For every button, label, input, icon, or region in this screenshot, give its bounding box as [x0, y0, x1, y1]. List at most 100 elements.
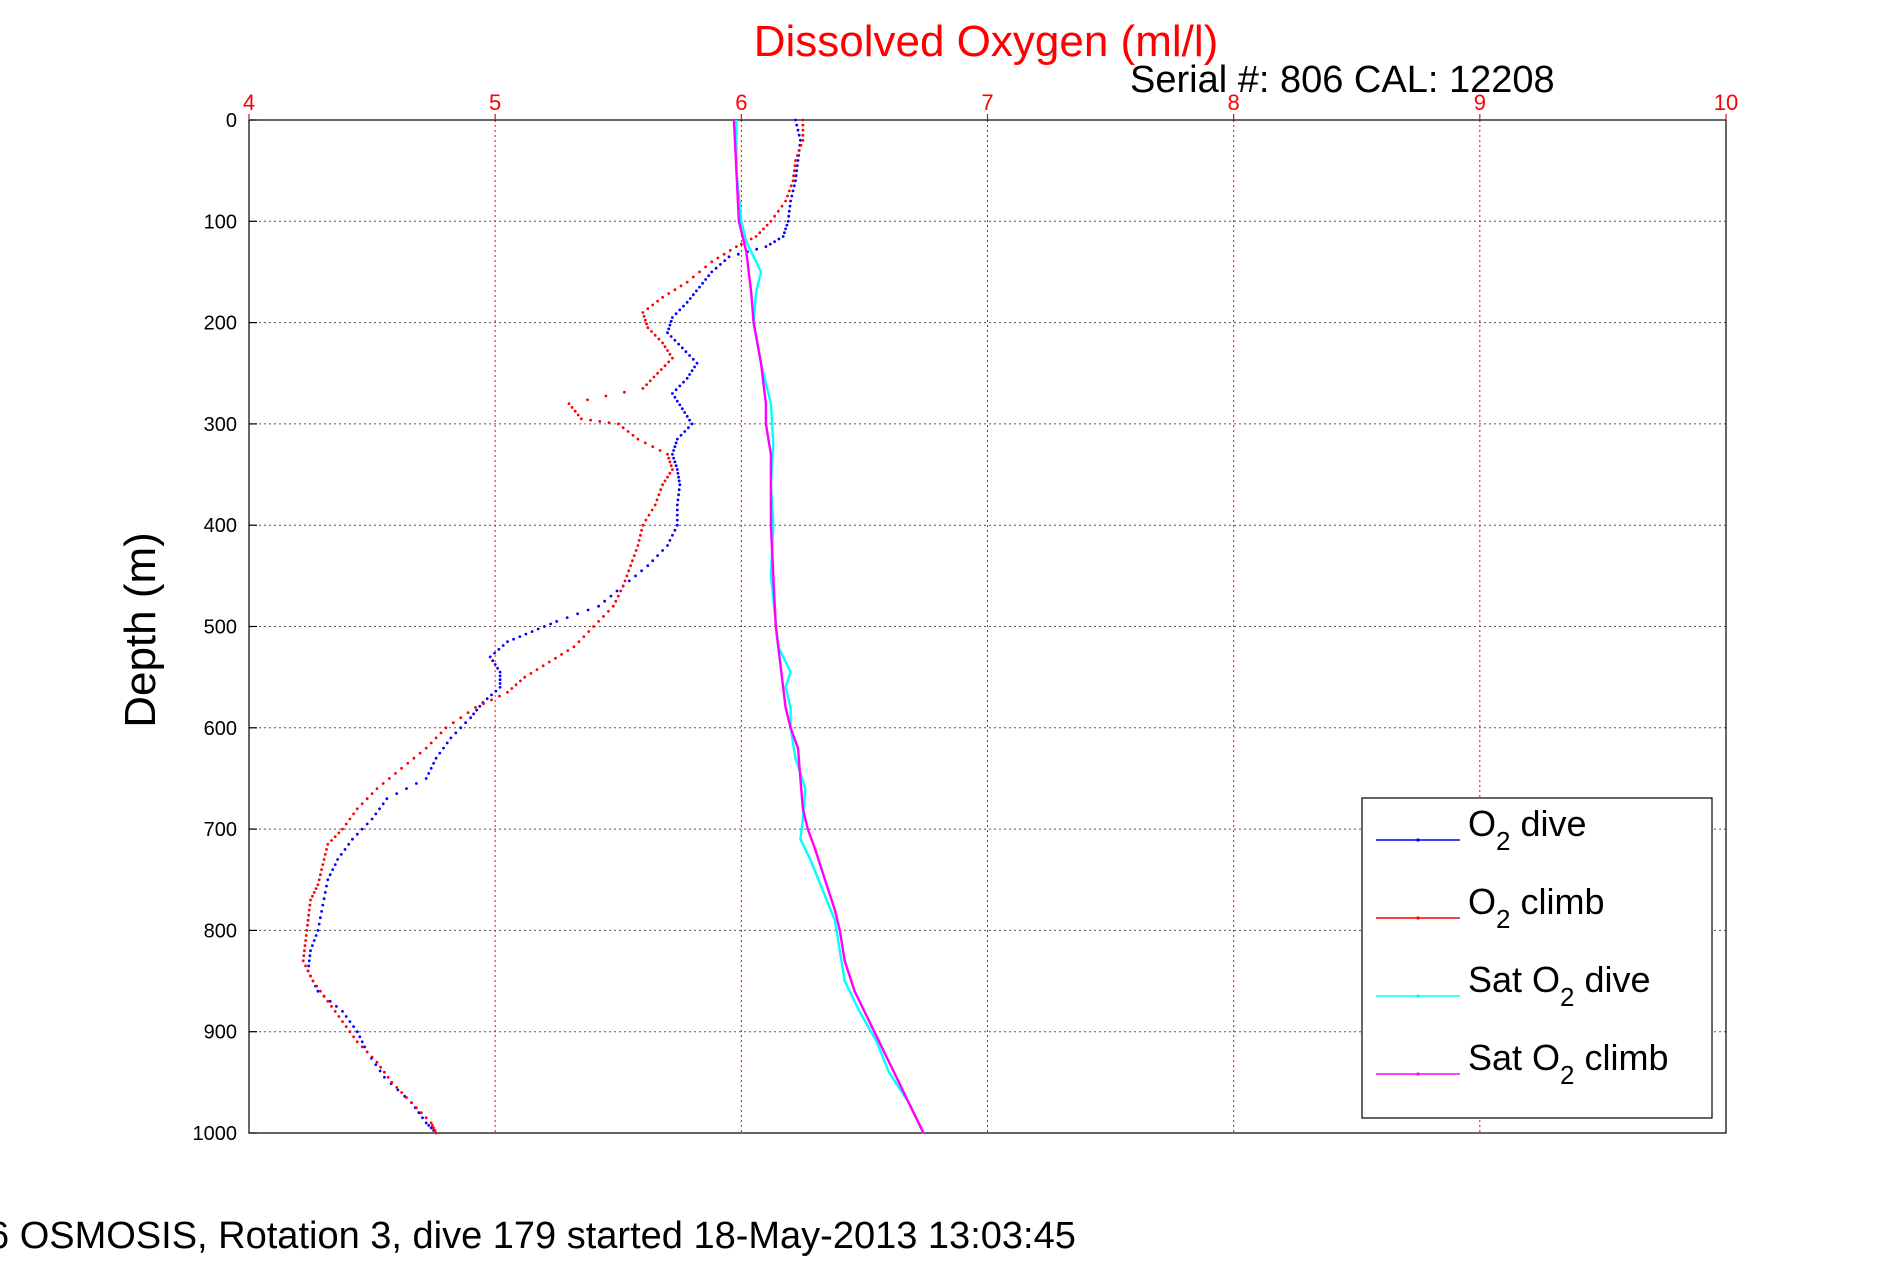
data-point [330, 1005, 333, 1008]
data-point [406, 761, 410, 765]
data-point [787, 214, 791, 218]
data-point [603, 599, 607, 603]
data-point [306, 969, 310, 973]
data-point [797, 133, 801, 137]
data-point [573, 409, 577, 413]
data-point [498, 674, 502, 678]
data-point [799, 138, 802, 142]
data-point [671, 533, 674, 537]
data-point [801, 123, 805, 127]
data-point [319, 916, 322, 920]
data-point [667, 327, 671, 331]
y-tick-label: 1000 [193, 1123, 238, 1145]
y-tick-label: 400 [204, 515, 237, 537]
data-point [648, 379, 652, 383]
data-point [493, 663, 497, 666]
data-point [523, 675, 527, 679]
data-point [570, 406, 574, 409]
data-point [688, 354, 691, 357]
data-point [328, 873, 332, 877]
data-point [498, 694, 501, 698]
data-point [685, 376, 689, 380]
data-point [698, 285, 701, 289]
legend-item: Sat O2 climb [1376, 1037, 1669, 1090]
data-point [673, 338, 677, 342]
data-point [312, 891, 316, 894]
data-point [434, 1131, 438, 1135]
data-point [787, 209, 791, 213]
data-point [678, 384, 682, 388]
data-point [339, 853, 343, 856]
data-point [524, 632, 528, 636]
data-point [685, 280, 689, 284]
data-point [405, 787, 408, 790]
data-point [619, 589, 623, 593]
data-point [645, 322, 648, 326]
data-point [344, 1015, 348, 1018]
data-point [672, 456, 675, 460]
data-point [438, 751, 442, 755]
data-point [341, 1010, 344, 1013]
data-point [427, 772, 431, 775]
x-tick-label: 8 [1228, 90, 1240, 115]
data-point [474, 706, 477, 709]
data-point [666, 544, 669, 547]
data-point [307, 964, 311, 968]
data-point [663, 364, 667, 368]
data-point [431, 1124, 434, 1127]
data-point [512, 637, 515, 641]
series-line [732, 119, 925, 1134]
legend-label: Sat O2 climb [1468, 1037, 1669, 1090]
data-point [663, 479, 667, 483]
data-point [352, 1035, 355, 1039]
y-tick-label: 900 [204, 1022, 237, 1044]
y-tick-label: 800 [204, 920, 237, 942]
data-point [307, 959, 311, 963]
data-point [784, 199, 787, 203]
data-point [640, 528, 643, 532]
data-point [586, 608, 590, 612]
data-point [319, 989, 322, 993]
data-point [308, 954, 312, 958]
data-point [688, 297, 692, 300]
data-point [792, 169, 796, 173]
data-point [682, 380, 685, 384]
data-point [424, 1121, 428, 1125]
data-point [801, 118, 805, 122]
data-point [317, 922, 321, 926]
data-point [646, 564, 650, 568]
data-point [607, 609, 610, 613]
data-point [303, 949, 306, 953]
data-point [311, 979, 315, 983]
data-point [374, 1063, 378, 1066]
data-point [309, 898, 312, 902]
legend-label: O2 climb [1468, 881, 1605, 934]
data-point [671, 392, 674, 395]
data-point [644, 518, 648, 522]
data-point [355, 1040, 359, 1044]
data-point [501, 644, 505, 647]
data-point [639, 533, 642, 537]
data-point [577, 640, 581, 644]
data-point [666, 331, 669, 335]
data-point [352, 812, 355, 816]
data-point [348, 1030, 352, 1034]
data-point [621, 584, 625, 588]
data-point [451, 721, 455, 725]
x-tick-label: 9 [1474, 90, 1486, 115]
data-point [690, 369, 694, 373]
data-point [454, 731, 458, 735]
series-line [735, 120, 925, 1134]
data-point [657, 337, 661, 341]
data-point [347, 842, 351, 846]
data-point [323, 891, 327, 894]
data-point [424, 746, 428, 750]
data-point [786, 194, 789, 198]
data-point [626, 430, 630, 433]
data-point [666, 475, 669, 479]
data-point [792, 174, 795, 178]
data-point [365, 1050, 369, 1054]
data-point [615, 589, 619, 593]
data-point [636, 544, 640, 547]
data-point [325, 848, 328, 851]
